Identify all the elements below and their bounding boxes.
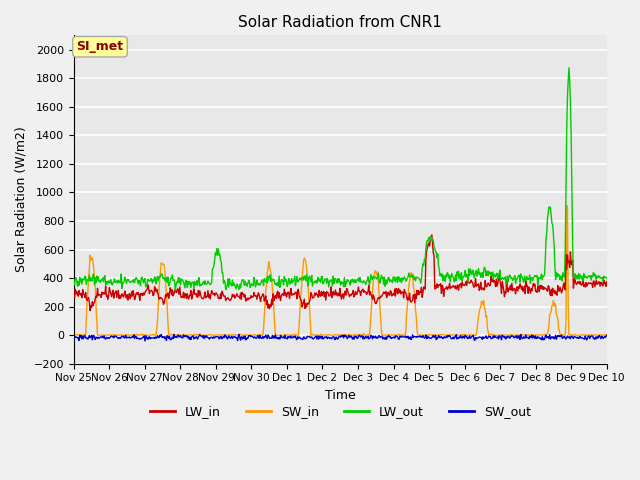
SW_out: [170, 332, 178, 337]
LW_out: [189, 279, 197, 285]
LW_out: [603, 276, 611, 281]
SW_out: [603, 332, 611, 338]
LW_in: [428, 232, 436, 238]
LW_out: [70, 282, 77, 288]
SW_out: [141, 338, 148, 344]
LW_in: [79, 291, 87, 297]
SW_out: [134, 336, 142, 341]
Line: SW_in: SW_in: [74, 205, 607, 335]
LW_in: [421, 286, 429, 292]
SW_out: [190, 336, 198, 342]
SW_in: [563, 203, 571, 208]
SW_in: [189, 332, 196, 338]
SW_in: [420, 332, 428, 338]
SW_in: [79, 332, 87, 338]
LW_out: [79, 276, 87, 282]
SW_out: [70, 334, 77, 340]
Text: SI_met: SI_met: [76, 40, 124, 53]
Line: LW_out: LW_out: [74, 68, 607, 290]
LW_in: [70, 291, 77, 297]
LW_out: [406, 273, 413, 279]
SW_in: [70, 332, 77, 338]
Legend: LW_in, SW_in, LW_out, SW_out: LW_in, SW_in, LW_out, SW_out: [145, 400, 536, 423]
LW_out: [134, 281, 142, 287]
Line: SW_out: SW_out: [74, 335, 607, 341]
X-axis label: Time: Time: [325, 389, 356, 402]
SW_out: [406, 334, 414, 340]
SW_out: [218, 336, 226, 342]
LW_in: [406, 290, 413, 296]
SW_in: [134, 332, 142, 338]
LW_in: [218, 296, 225, 301]
SW_in: [405, 283, 413, 288]
LW_out: [172, 288, 179, 293]
SW_out: [422, 332, 429, 338]
SW_in: [217, 332, 225, 337]
LW_in: [86, 308, 94, 313]
SW_in: [603, 332, 611, 337]
LW_in: [189, 289, 197, 295]
SW_out: [79, 336, 87, 341]
Line: LW_in: LW_in: [74, 235, 607, 311]
LW_in: [603, 278, 611, 284]
LW_in: [135, 292, 143, 298]
LW_out: [565, 65, 573, 71]
Y-axis label: Solar Radiation (W/m2): Solar Radiation (W/m2): [15, 127, 28, 273]
LW_out: [421, 257, 429, 263]
Title: Solar Radiation from CNR1: Solar Radiation from CNR1: [238, 15, 442, 30]
LW_out: [218, 259, 225, 265]
